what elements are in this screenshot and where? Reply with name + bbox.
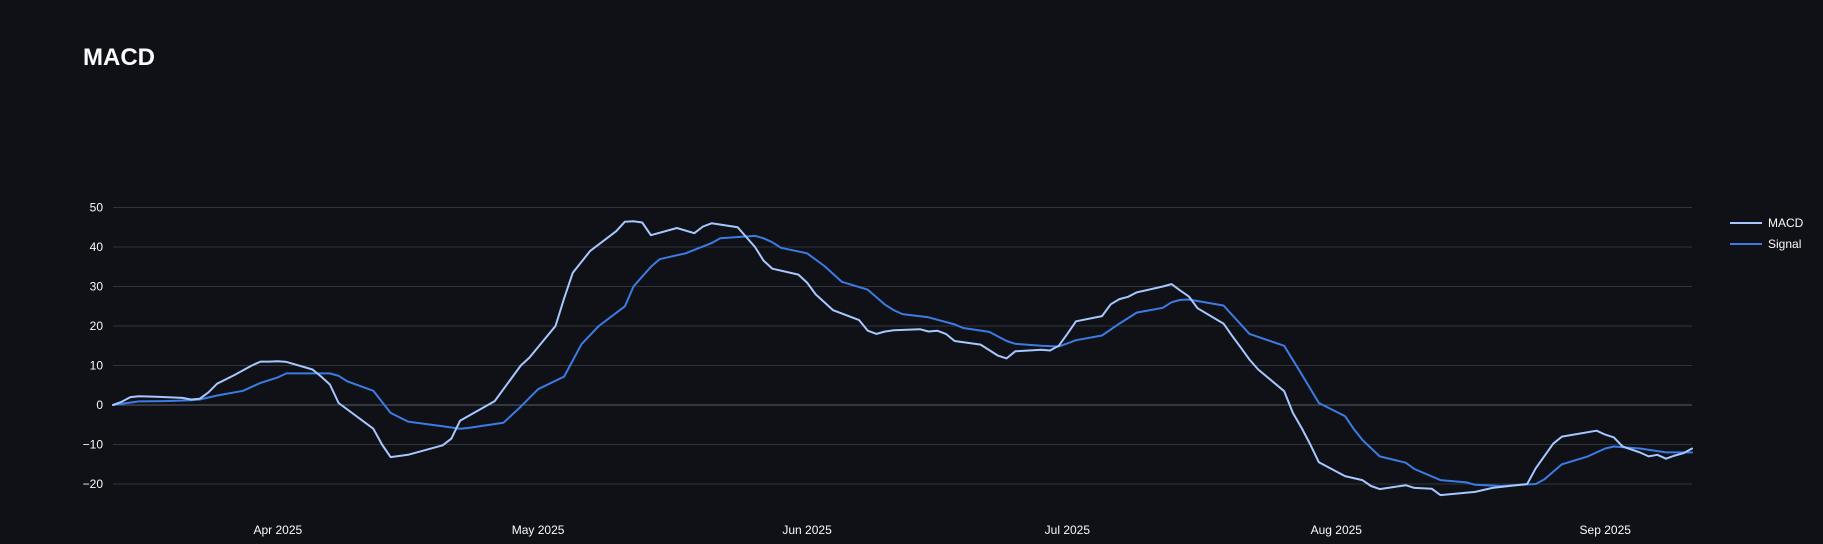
y-tick-label: −20 <box>83 477 104 491</box>
x-tick-label: Jun 2025 <box>782 523 832 537</box>
legend-label: MACD <box>1768 216 1804 230</box>
y-tick-label: −10 <box>83 438 104 452</box>
y-tick-label: 40 <box>90 240 104 254</box>
y-tick-label: 50 <box>90 201 104 215</box>
x-tick-label: Jul 2025 <box>1045 523 1091 537</box>
x-tick-label: Apr 2025 <box>253 523 302 537</box>
y-axis: 50 40 30 20 10 0 −10 −20 <box>83 201 104 492</box>
legend-item-signal[interactable]: Signal <box>1730 237 1801 251</box>
y-tick-label: 10 <box>90 359 104 373</box>
series-line-signal <box>112 234 1693 487</box>
x-tick-label: Sep 2025 <box>1580 523 1632 537</box>
legend[interactable]: MACD Signal <box>1730 216 1804 251</box>
legend-item-macd[interactable]: MACD <box>1730 216 1804 230</box>
legend-label: Signal <box>1768 237 1801 251</box>
y-tick-label: 30 <box>90 280 104 294</box>
x-tick-label: Aug 2025 <box>1311 523 1363 537</box>
y-tick-label: 0 <box>96 398 103 412</box>
series-line-macd <box>112 220 1693 497</box>
x-axis: Apr 2025 May 2025 Jun 2025 Jul 2025 Aug 2025… <box>253 523 1631 537</box>
chart-title: MACD <box>83 44 155 71</box>
series-layer <box>112 220 1693 497</box>
y-tick-label: 20 <box>90 319 104 333</box>
x-tick-label: May 2025 <box>512 523 565 537</box>
grid-layer <box>113 207 1692 485</box>
